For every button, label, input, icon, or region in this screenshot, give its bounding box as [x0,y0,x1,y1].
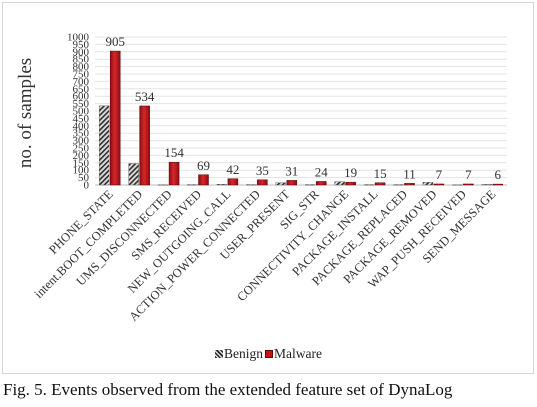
bars [99,50,504,186]
y-tick-label: 500 [73,106,90,118]
bar-benign [216,184,228,186]
y-tick-label: 100 [73,165,90,177]
bar-malware [139,105,150,186]
y-axis-ticks: 0501001502002503003504004505005506006507… [67,32,90,192]
y-tick-label: 1000 [67,32,90,44]
bar-benign [187,184,198,186]
bar-malware [492,183,504,186]
bar-malware [257,179,268,186]
bar-benign [452,184,463,186]
bar-chart: 0501001502002503003504004505005506006507… [32,32,507,324]
y-tick-label: 550 [73,98,90,110]
legend: Benign Malware [215,346,322,362]
x-axis-ticks: PHONE_STATEintent.BOOT_COMPLETEDUMS_DISC… [32,187,499,324]
legend-item-malware: Malware [265,346,322,362]
data-label: 7 [465,167,472,182]
y-tick-label: 300 [73,135,90,147]
y-tick-label: 850 [73,54,90,66]
y-tick-label: 400 [73,120,90,132]
y-axis-label: no. of samples [15,57,36,169]
bar-benign [128,163,139,186]
y-tick-label: 200 [73,150,90,162]
bar-malware [374,182,386,186]
data-label: 6 [495,167,502,182]
bar-benign [246,184,257,186]
data-labels: 905 534 154 69 42 35 31 24 19 15 11 7 7 6 [105,34,501,182]
data-label: 7 [436,167,443,182]
bar-benign [393,184,404,186]
y-tick-label: 450 [73,113,90,125]
bar-benign [275,182,286,186]
data-label: 154 [164,145,184,160]
data-label: 31 [285,163,298,178]
bar-benign [334,181,345,186]
y-tick-label: 800 [73,61,90,73]
benign-swatch-icon [215,350,223,358]
data-label: 11 [403,166,416,181]
bar-benign [157,184,169,186]
bar-benign [422,182,434,186]
legend-item-benign: Benign [215,346,263,362]
y-tick-label: 950 [73,39,90,51]
data-label: 69 [197,158,210,173]
data-label: 19 [344,165,357,180]
figure-caption: Fig. 5. Events observed from the extende… [3,380,453,399]
data-label: 534 [135,89,155,104]
bar-benign [99,105,110,186]
bar-malware [198,174,209,186]
legend-label-benign: Benign [224,346,263,361]
bar-malware [168,161,180,186]
y-tick-label: 150 [73,157,90,169]
y-tick-label: 700 [73,76,90,88]
bar-malware [433,183,445,186]
chart-frame: 0 50 100 150 200 250 300 350 400 450 500 550 600 650 7… [2,2,534,374]
y-tick-label: 250 [73,143,90,155]
bar-malware [463,183,474,186]
bar-benign [305,184,316,186]
bar-malware [286,180,298,186]
data-label: 35 [256,163,269,178]
bar-benign [363,184,375,186]
bar-malware [315,181,327,186]
bar-malware [345,181,356,186]
y-tick-label: 900 [73,46,90,58]
y-tick-label: 50 [78,172,90,184]
malware-swatch-icon [265,350,273,358]
y-tick-label: 650 [73,83,90,95]
y-tick-label: 600 [73,91,90,103]
bar-benign [481,184,492,186]
data-label: 24 [315,164,329,179]
data-label: 905 [105,34,125,49]
gridlines [95,36,507,186]
bar-malware [227,178,239,186]
bar-malware [109,50,121,186]
y-tick-label: 350 [73,128,90,140]
data-label: 15 [374,166,387,181]
y-tick-label: 750 [73,69,90,81]
y-tick-label: 0 [84,180,90,192]
legend-label-malware: Malware [274,346,322,361]
data-label: 42 [226,162,239,177]
bar-malware [404,183,415,186]
